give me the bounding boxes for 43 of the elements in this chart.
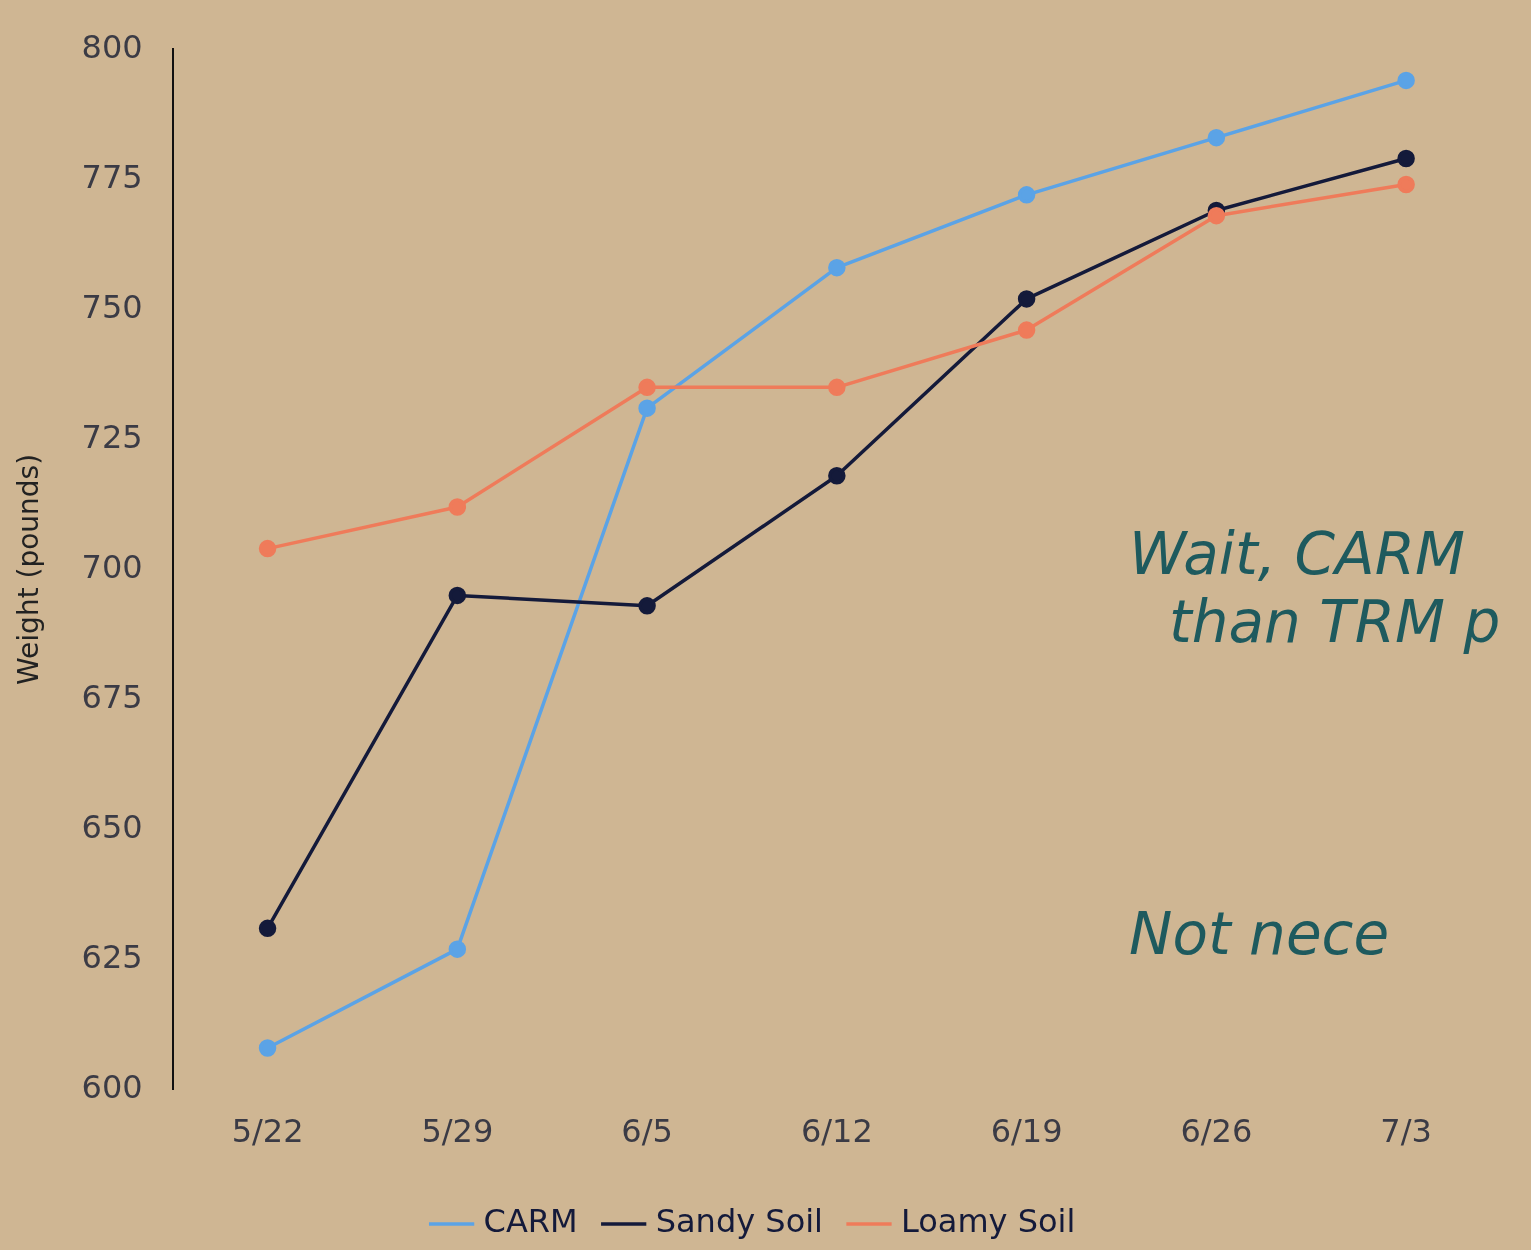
x-tick-label: 6/26 — [1180, 1112, 1253, 1151]
point — [1017, 186, 1036, 204]
x-tick-label: 6/19 — [990, 1112, 1063, 1151]
point — [828, 467, 846, 485]
point — [1017, 321, 1036, 339]
point — [258, 1039, 277, 1057]
legend-label: Loamy Soil — [900, 1202, 1076, 1241]
annotation: than TRM p — [1169, 587, 1501, 656]
x-tick-label: 5/29 — [421, 1112, 494, 1151]
point — [1397, 71, 1415, 90]
point — [638, 597, 656, 615]
x-tick-label: 6/12 — [800, 1112, 873, 1151]
point — [448, 940, 467, 958]
y-tick-label: 625 — [81, 937, 143, 976]
point — [828, 258, 846, 277]
point — [1397, 175, 1415, 194]
y-tick-label: 700 — [81, 547, 143, 586]
y-tick-label: 800 — [81, 27, 143, 66]
legend-label: CARM — [483, 1202, 578, 1241]
x-tick-label: 7/3 — [1380, 1112, 1432, 1151]
point — [1207, 128, 1226, 147]
legend-label: Sandy Soil — [655, 1202, 823, 1241]
point — [448, 586, 467, 605]
x-tick-label: 6/5 — [621, 1112, 673, 1151]
y-tick-label: 725 — [81, 417, 143, 456]
point — [1397, 149, 1415, 168]
annotation: Wait, CARM — [1129, 520, 1466, 589]
annotation: Not nece — [1129, 899, 1390, 968]
point — [258, 539, 277, 558]
x-tick-label: 5/22 — [231, 1112, 304, 1151]
y-tick-label: 775 — [81, 157, 143, 196]
y-tick-label: 750 — [81, 287, 143, 326]
y-tick-label: 650 — [81, 807, 143, 846]
point — [828, 378, 846, 397]
y-tick-label: 600 — [81, 1067, 143, 1106]
point — [258, 919, 277, 938]
point — [638, 378, 656, 397]
y-tick-label: 675 — [81, 677, 143, 716]
point — [1017, 290, 1036, 308]
point — [448, 498, 467, 516]
point — [1207, 206, 1226, 225]
y-axis-title: Weight (pounds) — [12, 453, 46, 685]
point — [638, 399, 656, 417]
